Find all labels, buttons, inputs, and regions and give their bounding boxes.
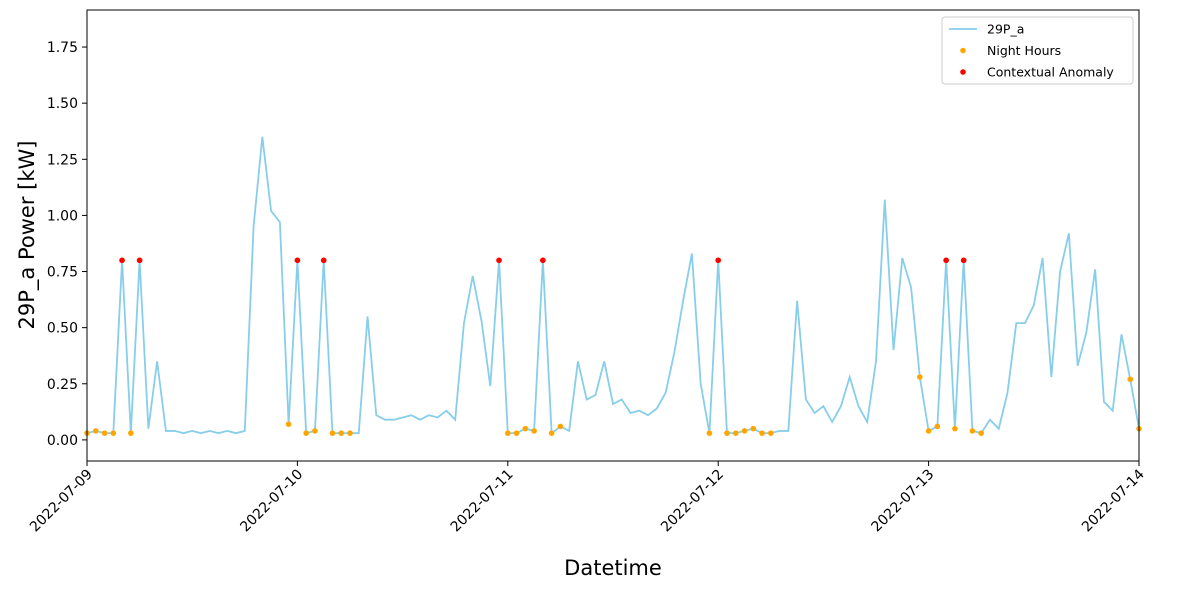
scatter-point bbox=[768, 430, 774, 436]
scatter-point bbox=[513, 430, 520, 436]
x-tick-label: 2022-07-09 bbox=[27, 467, 96, 536]
x-tick-label: 2022-07-12 bbox=[658, 467, 727, 536]
scatter-point bbox=[92, 428, 99, 434]
legend-label: Night Hours bbox=[987, 43, 1061, 58]
scatter-point bbox=[303, 430, 309, 436]
y-tick-label: 0.75 bbox=[47, 265, 78, 281]
scatter-point bbox=[917, 374, 923, 380]
scatter-point bbox=[706, 430, 713, 436]
scatter-point bbox=[557, 423, 564, 430]
y-axis-label: 29P_a Power [kW] bbox=[15, 141, 40, 330]
scatter-point bbox=[960, 257, 967, 264]
scatter-point bbox=[750, 425, 757, 432]
legend-label: Contextual Anomaly bbox=[987, 65, 1114, 80]
scatter-point bbox=[759, 430, 765, 436]
scatter-point bbox=[724, 430, 730, 436]
series-line bbox=[86, 136, 1140, 435]
scatter-point bbox=[925, 428, 932, 434]
scatter-point bbox=[285, 421, 292, 427]
legend-label: 29P_a bbox=[987, 22, 1024, 37]
scatter-point bbox=[741, 428, 748, 434]
scatter-point bbox=[128, 430, 134, 436]
y-tick-label: 0.00 bbox=[47, 433, 78, 449]
x-tick-label: 2022-07-14 bbox=[1079, 466, 1148, 535]
scatter-point bbox=[978, 430, 984, 436]
x-tick-label: 2022-07-13 bbox=[869, 467, 938, 536]
scatter-point bbox=[110, 430, 117, 436]
y-tick-label: 1.25 bbox=[47, 152, 78, 168]
scatter-point bbox=[732, 430, 739, 436]
plot-frame bbox=[86, 9, 1140, 462]
legend-box bbox=[941, 16, 1134, 85]
y-tick-label: 1.00 bbox=[47, 208, 78, 224]
scatter-point bbox=[347, 430, 353, 436]
scatter-point bbox=[320, 257, 327, 264]
scatter-point bbox=[540, 257, 546, 264]
scatter-point bbox=[934, 423, 941, 430]
scatter-point bbox=[338, 430, 345, 436]
y-tick-label: 0.25 bbox=[47, 377, 78, 393]
scatter-point bbox=[548, 430, 555, 436]
y-tick-label: 1.50 bbox=[47, 96, 78, 112]
scatter-point bbox=[101, 430, 108, 436]
scatter-point bbox=[943, 257, 949, 264]
scatter-point bbox=[312, 428, 318, 434]
scatter-point bbox=[522, 425, 529, 432]
scatter-point bbox=[294, 257, 301, 264]
scatter-point bbox=[119, 257, 125, 264]
y-tick-label: 0.50 bbox=[47, 321, 78, 337]
scatter-point bbox=[1127, 376, 1134, 383]
x-axis-label: Datetime bbox=[564, 556, 662, 580]
scatter-point bbox=[329, 430, 336, 436]
x-tick-label: 2022-07-10 bbox=[237, 467, 306, 536]
scatter-point bbox=[136, 257, 143, 264]
legend-swatch bbox=[960, 47, 966, 54]
scatter-point bbox=[952, 425, 958, 432]
scatter-point bbox=[969, 428, 976, 434]
scatter-point bbox=[531, 428, 537, 434]
scatter-point bbox=[505, 430, 511, 436]
scatter-point bbox=[715, 257, 721, 264]
scatter-point bbox=[496, 257, 502, 264]
x-tick-label: 2022-07-11 bbox=[448, 467, 517, 536]
legend-swatch bbox=[960, 69, 966, 75]
y-tick-label: 1.75 bbox=[47, 40, 78, 56]
